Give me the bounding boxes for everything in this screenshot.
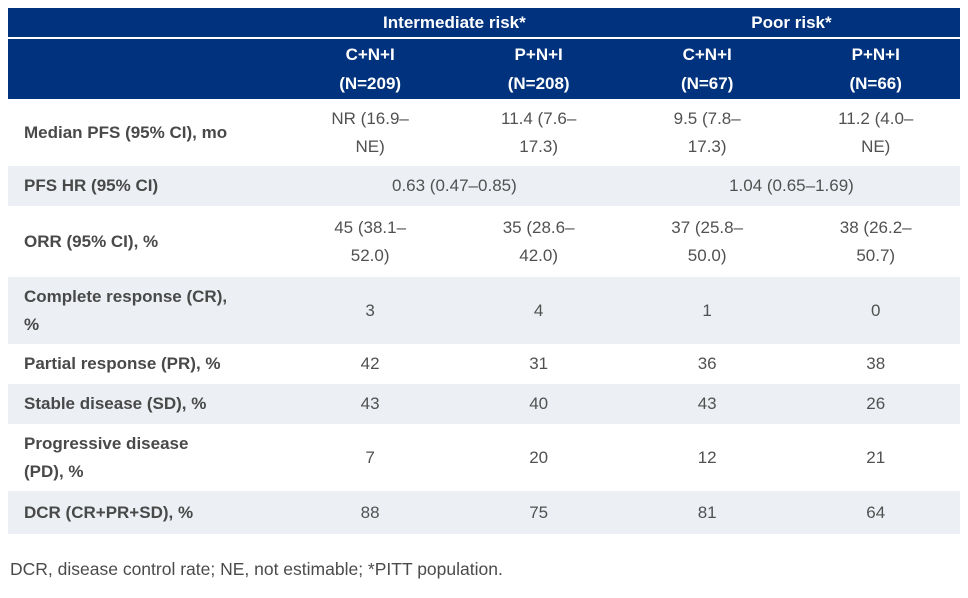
data-cell: 26 xyxy=(866,394,886,413)
data-cell: 45 (38.1– 52.0) xyxy=(334,217,407,265)
data-cell: 3 xyxy=(365,300,375,320)
group-header-row: Intermediate risk* Poor risk* xyxy=(8,8,960,39)
column-header-row: C+N+I (N=209) P+N+I (N=208) C+N+I (N=67)… xyxy=(8,38,960,99)
footnote: DCR, disease control rate; NE, not estim… xyxy=(10,559,503,579)
row-label: DCR (CR+PR+SD), % xyxy=(24,502,194,522)
table-header: Intermediate risk* Poor risk* C+N+I (N=2… xyxy=(8,8,960,99)
row-label: Progressive disease (PD), % xyxy=(24,433,189,481)
row-label: Complete response (CR), % xyxy=(24,286,228,334)
table-row-median-pfs: Median PFS (95% CI), mo NR (16.9– NE) 11… xyxy=(8,99,960,166)
table-row-dcr: DCR (CR+PR+SD), % 88 75 81 64 xyxy=(8,491,960,534)
table-row-partial-response: Partial response (PR), % 42 31 36 38 xyxy=(8,344,960,384)
data-cell: 9.5 (7.8– 17.3) xyxy=(673,108,741,156)
column-header-pni-66: P+N+I (N=66) xyxy=(791,38,960,99)
row-label: PFS HR (95% CI) xyxy=(24,176,159,195)
corner-cell xyxy=(8,38,286,99)
data-cell: 81 xyxy=(697,502,717,522)
data-cell: 64 xyxy=(866,502,886,522)
table-row-orr: ORR (95% CI), % 45 (38.1– 52.0) 35 (28.6… xyxy=(8,206,960,277)
table-row-progressive-disease: Progressive disease (PD), % 7 20 12 21 xyxy=(8,424,960,491)
data-cell-merged: 0.63 (0.47–0.85) xyxy=(392,176,517,195)
data-cell: 7 xyxy=(365,447,375,467)
data-cell: 4 xyxy=(533,300,544,320)
data-cell: 1 xyxy=(702,300,712,320)
row-label: ORR (95% CI), % xyxy=(24,231,159,251)
results-table: Intermediate risk* Poor risk* C+N+I (N=2… xyxy=(8,8,960,534)
data-cell: 43 xyxy=(697,394,717,413)
data-cell: 11.4 (7.6– 17.3) xyxy=(501,108,577,156)
group-header-poor-risk: Poor risk* xyxy=(622,8,960,39)
row-label: Median PFS (95% CI), mo xyxy=(24,122,228,142)
data-cell: NR (16.9– NE) xyxy=(331,108,409,156)
data-cell: 12 xyxy=(697,447,717,467)
data-cell: 42 xyxy=(360,354,380,373)
table-row-pfs-hr: PFS HR (95% CI) 0.63 (0.47–0.85) 1.04 (0… xyxy=(8,166,960,206)
row-label: Partial response (PR), % xyxy=(24,354,221,373)
data-cell: 38 (26.2– 50.7) xyxy=(839,217,912,265)
data-cell: 88 xyxy=(360,502,380,522)
corner-cell xyxy=(8,8,286,39)
data-cell: 43 xyxy=(360,394,380,413)
data-cell: 75 xyxy=(529,502,549,522)
row-label: Stable disease (SD), % xyxy=(24,394,207,413)
data-cell: 31 xyxy=(529,354,549,373)
table-row-stable-disease: Stable disease (SD), % 43 40 43 26 xyxy=(8,384,960,424)
data-cell: 11.2 (4.0– NE) xyxy=(838,108,914,156)
data-cell: 38 xyxy=(866,354,886,373)
data-cell: 20 xyxy=(529,447,549,467)
column-header-cni-209: C+N+I (N=209) xyxy=(285,38,455,99)
table-row-complete-response: Complete response (CR), % 3 4 1 0 xyxy=(8,277,960,344)
data-cell: 0 xyxy=(870,300,881,320)
data-cell-merged: 1.04 (0.65–1.69) xyxy=(729,176,854,195)
page: Intermediate risk* Poor risk* C+N+I (N=2… xyxy=(8,8,960,579)
data-cell: 36 xyxy=(697,354,717,373)
data-cell: 35 (28.6– 42.0) xyxy=(502,217,575,265)
group-header-intermediate-risk: Intermediate risk* xyxy=(285,8,623,39)
data-cell: 37 (25.8– 50.0) xyxy=(671,217,744,265)
data-cell: 21 xyxy=(866,447,886,467)
column-header-cni-67: C+N+I (N=67) xyxy=(622,38,792,99)
table-body: Median PFS (95% CI), mo NR (16.9– NE) 11… xyxy=(8,99,960,534)
data-cell: 40 xyxy=(529,394,549,413)
column-header-pni-208: P+N+I (N=208) xyxy=(454,38,623,99)
